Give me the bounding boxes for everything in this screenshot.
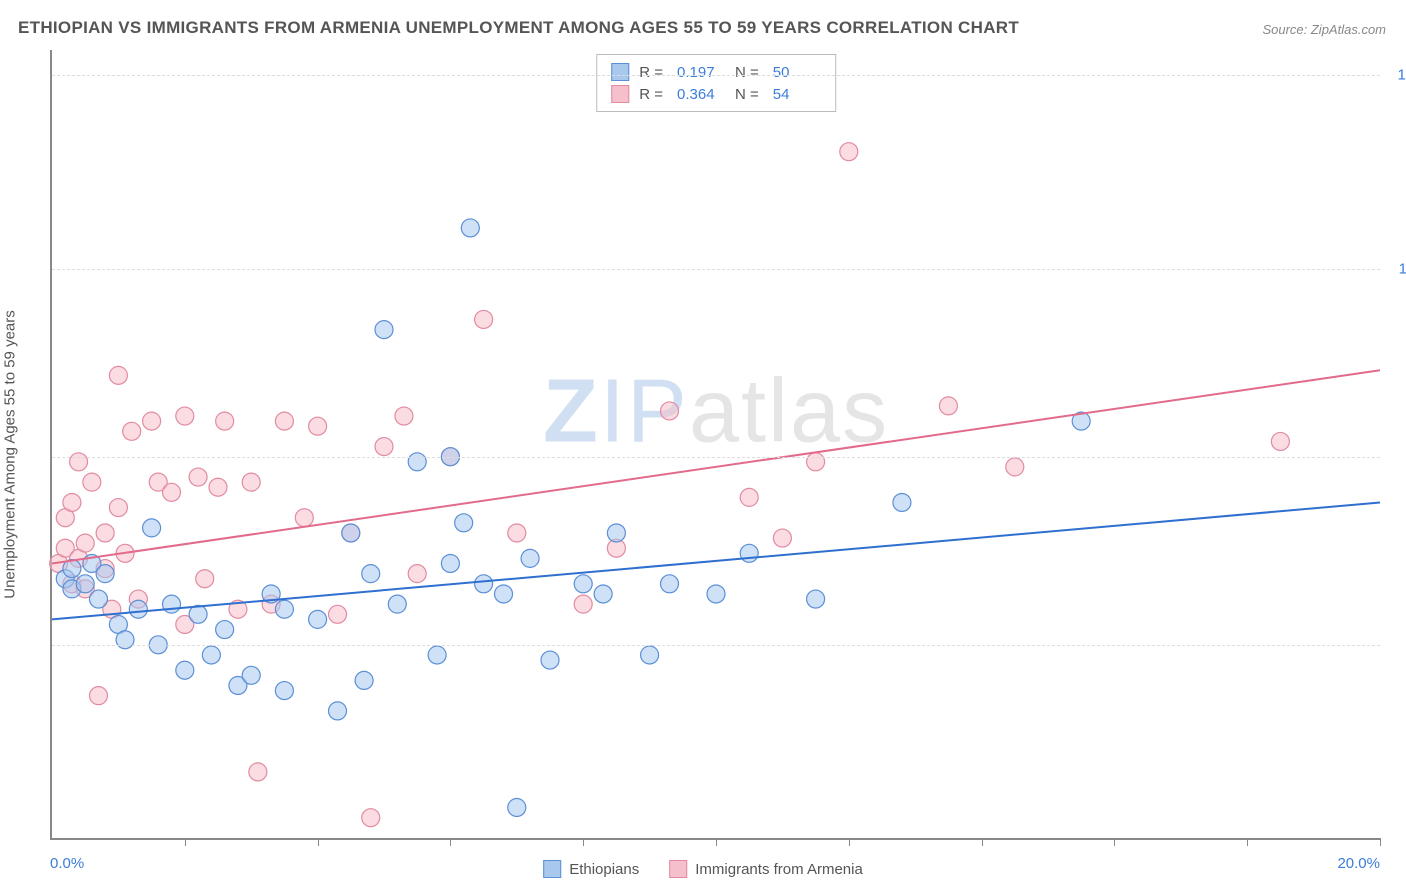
plot-area: ZIPatlas R = 0.197 N = 50 R = 0.364 N = … — [50, 50, 1380, 840]
legend-correlation: R = 0.197 N = 50 R = 0.364 N = 54 — [596, 54, 836, 112]
source-attribution: Source: ZipAtlas.com — [1262, 22, 1386, 37]
x-axis-max-label: 20.0% — [1337, 855, 1380, 872]
legend-item-ethiopians: Ethiopians — [543, 860, 639, 878]
y-tick-label: 3.8% — [1385, 636, 1406, 653]
y-tick-label: 11.2% — [1385, 260, 1406, 277]
correlation-chart: ETHIOPIAN VS IMMIGRANTS FROM ARMENIA UNE… — [0, 0, 1406, 892]
swatch-armenia-b — [669, 860, 687, 878]
swatch-ethiopians-b — [543, 860, 561, 878]
legend-row-ethiopians: R = 0.197 N = 50 — [611, 61, 821, 83]
y-tick-label: 7.5% — [1385, 448, 1406, 465]
chart-title: ETHIOPIAN VS IMMIGRANTS FROM ARMENIA UNE… — [18, 18, 1019, 38]
y-axis-label: Unemployment Among Ages 55 to 59 years — [2, 310, 19, 599]
legend-series: Ethiopians Immigrants from Armenia — [543, 860, 863, 878]
x-axis-min-label: 0.0% — [50, 855, 84, 872]
swatch-ethiopians — [611, 63, 629, 81]
scatter-svg — [52, 50, 1380, 838]
swatch-armenia — [611, 85, 629, 103]
legend-row-armenia: R = 0.364 N = 54 — [611, 83, 821, 105]
y-tick-label: 15.0% — [1385, 67, 1406, 84]
legend-item-armenia: Immigrants from Armenia — [669, 860, 863, 878]
